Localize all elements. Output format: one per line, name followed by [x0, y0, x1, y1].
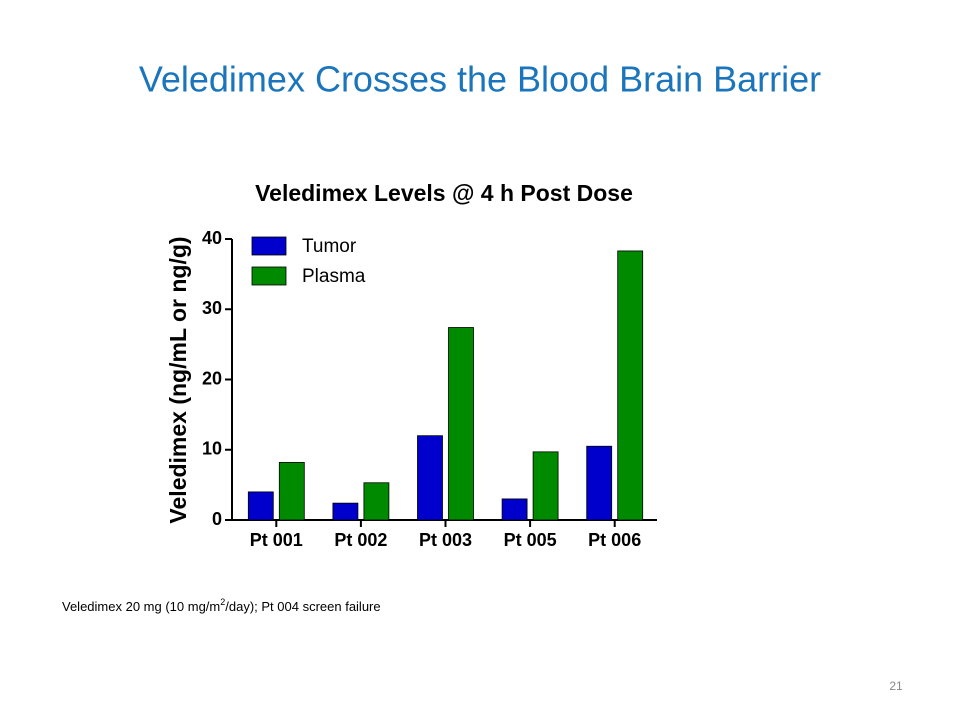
x-tick-label: Pt 001 [250, 530, 303, 550]
bar [278, 461, 305, 521]
bar [247, 491, 274, 521]
y-tick-label: 10 [202, 439, 222, 459]
y-axis-label: Veledimex (ng/mL or ng/g) [165, 236, 191, 523]
legend-label: Plasma [302, 266, 366, 287]
y-tick-label: 30 [202, 298, 222, 318]
slide-title: Veledimex Crosses the Blood Brain Barrie… [139, 59, 821, 100]
x-tick-label: Pt 003 [419, 530, 472, 550]
x-tick-label: Pt 002 [334, 530, 387, 550]
y-tick-label: 20 [202, 368, 222, 388]
bar [617, 250, 644, 521]
legend-swatch [251, 266, 287, 286]
bar [448, 327, 474, 521]
legend-swatch [251, 236, 287, 256]
y-tick-label: 40 [202, 228, 222, 248]
chart-title: Veledimex Levels @ 4 h Post Dose [255, 180, 633, 206]
page-number: 21 [889, 679, 903, 693]
x-tick-label: Pt 006 [588, 530, 641, 550]
legend-label: Tumor [302, 236, 357, 257]
bar [586, 445, 613, 521]
x-tick-label: Pt 005 [504, 530, 557, 550]
bar [532, 451, 559, 521]
bar [501, 498, 528, 521]
footnote-text: /day); Pt 004 screen failure [225, 599, 380, 614]
y-tick-label: 0 [212, 509, 222, 529]
footnote: Veledimex 20 mg (10 mg/m2/day); Pt 004 s… [62, 597, 381, 614]
footnote-text: Veledimex 20 mg (10 mg/m [62, 599, 220, 614]
bar [417, 435, 443, 521]
bar [332, 502, 359, 521]
footnote-superscript: 2 [220, 597, 225, 607]
bar [363, 482, 390, 521]
